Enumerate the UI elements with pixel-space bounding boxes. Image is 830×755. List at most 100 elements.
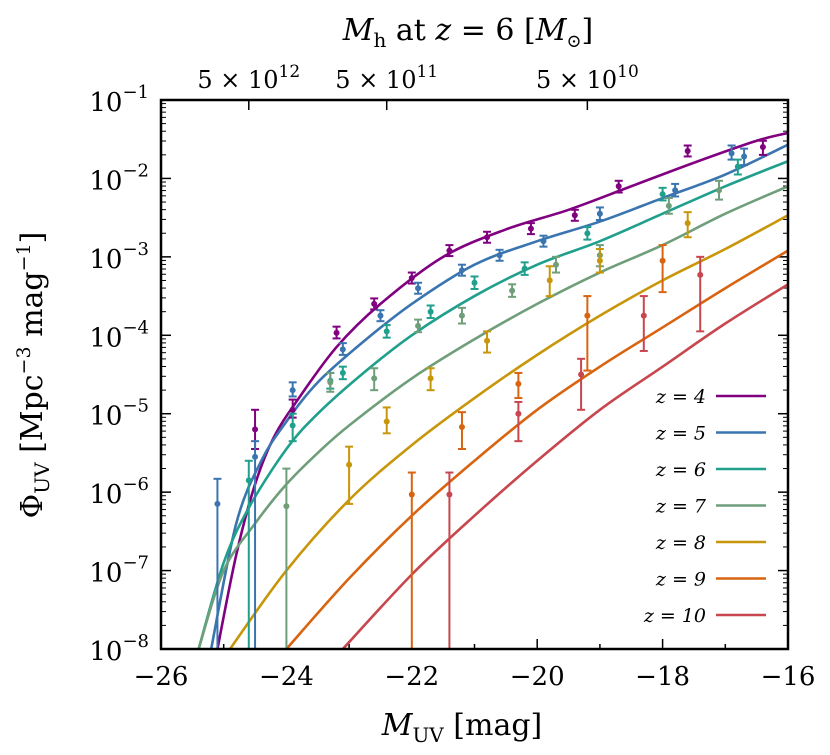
data-point-z4 — [614, 179, 623, 194]
x-tick-label: −24 — [259, 662, 314, 692]
y-tick-label: 10−1 — [89, 82, 149, 118]
data-point-z10 — [445, 471, 454, 649]
legend-label: z = 10 — [643, 605, 706, 627]
data-point-z8 — [382, 406, 391, 435]
data-point-z10 — [696, 255, 705, 333]
curve-z9 — [285, 249, 788, 649]
data-point-z5 — [251, 440, 260, 649]
marker — [540, 238, 547, 245]
legend-label: z = 9 — [655, 569, 706, 591]
legend-entry-z6: z = 6 — [655, 459, 766, 481]
marker — [584, 230, 591, 237]
y-tick-label: 10−8 — [89, 631, 149, 667]
data-point-z4 — [526, 222, 535, 236]
data-point-z8 — [483, 330, 492, 354]
top-tick-label: 5 × 1010 — [536, 62, 639, 94]
marker — [383, 418, 390, 425]
data-point-z5 — [495, 248, 504, 262]
marker — [759, 144, 766, 151]
marker — [509, 287, 516, 294]
legend-entry-z7: z = 7 — [655, 496, 766, 518]
marker — [515, 410, 522, 417]
legend-label: z = 8 — [655, 532, 706, 554]
marker — [371, 300, 378, 307]
marker — [252, 426, 259, 433]
marker — [458, 312, 465, 319]
legend-label: z = 5 — [655, 423, 706, 445]
x-tick-label: −20 — [510, 662, 565, 692]
marker — [672, 187, 679, 194]
x-tick-label: −16 — [761, 662, 816, 692]
marker — [427, 308, 434, 315]
data-point-z9 — [658, 244, 667, 294]
marker — [383, 328, 390, 335]
curve-z8 — [228, 214, 788, 649]
marker — [446, 247, 453, 254]
y-tick-label: 10−7 — [89, 553, 149, 589]
data-point-z7 — [326, 371, 335, 393]
data-point-z6 — [520, 261, 529, 276]
data-point-z6 — [288, 412, 297, 443]
marker — [214, 500, 221, 507]
marker — [289, 406, 296, 413]
data-point-z9 — [583, 295, 592, 372]
marker — [716, 187, 723, 194]
data-point-z6 — [382, 324, 391, 339]
marker — [596, 257, 603, 264]
legend-entry-z5: z = 5 — [655, 423, 766, 445]
marker — [339, 369, 346, 376]
marker — [289, 422, 296, 429]
data-point-z5 — [740, 147, 749, 167]
y-axis-title: ΦUV [Mpc−3 mag−1] — [13, 232, 54, 519]
data-point-z8 — [345, 445, 354, 505]
data-point-z9 — [514, 371, 523, 400]
legend-label: z = 7 — [655, 496, 707, 518]
data-point-z4 — [483, 230, 492, 244]
marker — [427, 375, 434, 382]
marker — [697, 271, 704, 278]
marker — [252, 453, 259, 460]
marker — [484, 234, 491, 241]
data-point-z5 — [457, 263, 466, 277]
data-point-z10 — [639, 295, 648, 352]
marker — [521, 265, 528, 272]
data-point-z5 — [338, 342, 347, 356]
marker — [289, 387, 296, 394]
data-point-z7 — [552, 255, 561, 274]
axes-ticks: −26 −24 −22 −20 −18 −16 10−8 10−7 10−6 10−5 10−4 10… — [89, 62, 815, 692]
marker — [458, 267, 465, 274]
data-point-z8 — [595, 248, 604, 274]
data-point-z10 — [514, 400, 523, 443]
marker — [640, 312, 647, 319]
data-point-z4 — [445, 244, 454, 258]
marker — [734, 163, 741, 170]
chart-title: Mh at z = 6 [M⊙] — [342, 13, 594, 52]
data-point-z7 — [370, 367, 379, 392]
marker — [527, 225, 534, 232]
marker — [415, 285, 422, 292]
marker — [515, 380, 522, 387]
data-point-z7 — [282, 467, 291, 649]
x-tick-label: −26 — [134, 662, 189, 692]
data-point-z7 — [508, 283, 517, 298]
data-point-z6 — [244, 459, 253, 649]
x-tick-label: −22 — [384, 662, 439, 692]
data-point-z6 — [470, 275, 479, 291]
legend-entry-z10: z = 10 — [643, 605, 766, 627]
marker — [496, 252, 503, 259]
y-tick-label: 10−6 — [89, 474, 149, 510]
top-tick-label: 5 × 1012 — [197, 62, 300, 94]
data-points — [213, 139, 767, 649]
data-point-z4 — [332, 325, 341, 340]
data-point-z8 — [426, 367, 435, 392]
data-point-z6 — [733, 158, 742, 176]
marker — [408, 491, 415, 498]
marker — [484, 337, 491, 344]
x-axis-title: MUV [mag] — [381, 708, 543, 747]
marker — [415, 322, 422, 329]
data-point-z5 — [213, 477, 222, 649]
marker — [283, 503, 290, 510]
data-point-z4 — [758, 139, 767, 156]
y-tick-label: 10−2 — [89, 160, 149, 196]
data-point-z7 — [664, 197, 673, 215]
